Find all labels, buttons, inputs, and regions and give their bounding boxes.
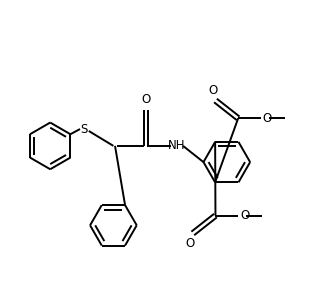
Text: O: O [263,112,272,125]
Text: O: O [208,84,217,97]
Text: S: S [81,123,88,136]
Text: O: O [240,209,249,222]
Text: O: O [141,93,150,106]
Text: NH: NH [168,140,185,152]
Text: O: O [186,237,195,250]
